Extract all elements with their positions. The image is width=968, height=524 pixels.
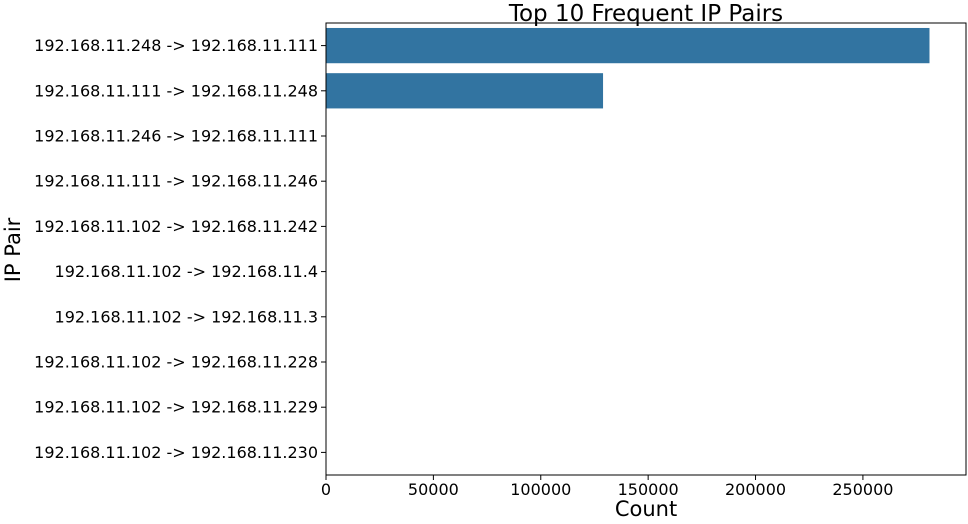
bar	[326, 27, 930, 64]
x-tick-label: 0	[321, 480, 331, 499]
x-axis-ticks: 0 50000 100000 150000 200000 250000	[321, 475, 893, 499]
y-tick-label: 192.168.11.102 -> 192.168.11.229	[34, 398, 318, 417]
y-tick-label: 192.168.11.102 -> 192.168.11.4	[55, 262, 318, 281]
y-tick-label: 192.168.11.111 -> 192.168.11.248	[34, 81, 318, 100]
y-tick-label: 192.168.11.102 -> 192.168.11.242	[34, 217, 318, 236]
y-tick-label: 192.168.11.102 -> 192.168.11.3	[55, 307, 318, 326]
y-tick-label: 192.168.11.111 -> 192.168.11.246	[34, 172, 318, 191]
x-tick-label: 200000	[725, 480, 786, 499]
y-tick-label: 192.168.11.246 -> 192.168.11.111	[34, 127, 318, 146]
y-axis-ticks: 192.168.11.248 -> 192.168.11.111 192.168.…	[34, 36, 326, 462]
y-axis-title: IP Pair	[1, 217, 25, 282]
y-tick-label: 192.168.11.102 -> 192.168.11.228	[34, 353, 318, 372]
bars-group	[326, 27, 930, 109]
x-axis-title: Count	[615, 497, 677, 520]
x-tick-label: 250000	[832, 480, 893, 499]
y-tick-label: 192.168.11.248 -> 192.168.11.111	[34, 36, 318, 55]
plot-frame	[325, 22, 967, 476]
bar	[326, 73, 604, 109]
x-tick-label: 150000	[618, 480, 679, 499]
x-tick-label: 100000	[510, 480, 571, 499]
y-tick-label: 192.168.11.102 -> 192.168.11.230	[34, 443, 318, 462]
x-tick-label: 50000	[408, 480, 459, 499]
